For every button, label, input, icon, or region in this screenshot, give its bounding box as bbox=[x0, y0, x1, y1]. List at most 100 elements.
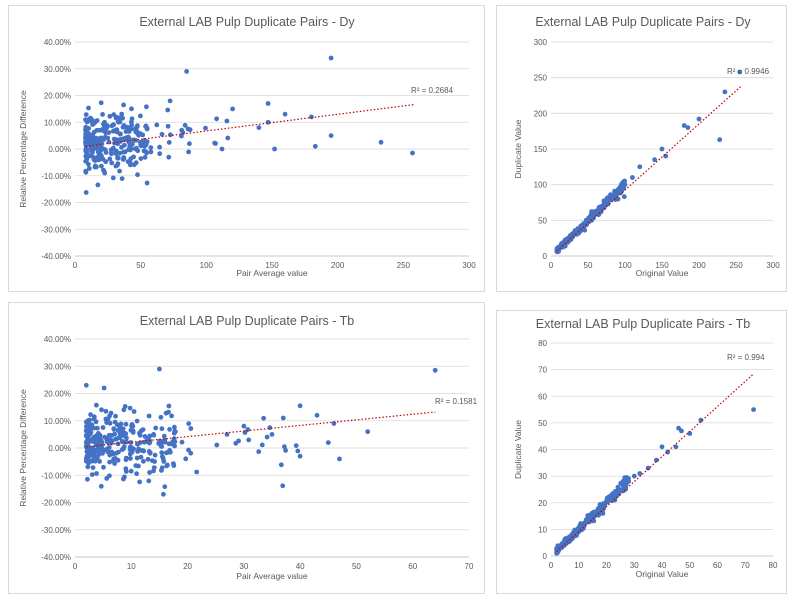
data-point bbox=[139, 448, 145, 454]
data-point bbox=[131, 154, 136, 160]
y-tick-label: 40 bbox=[538, 446, 547, 455]
x-tick-label: 250 bbox=[397, 261, 411, 270]
data-point bbox=[183, 456, 189, 462]
data-point bbox=[147, 470, 153, 475]
data-point bbox=[111, 136, 117, 142]
data-point bbox=[109, 123, 115, 129]
data-point bbox=[83, 169, 89, 175]
data-point bbox=[116, 155, 121, 161]
data-point bbox=[123, 129, 129, 134]
data-point bbox=[182, 122, 188, 128]
chart-dy-rpd: External LAB Pulp Duplicate Pairs - Dy 40… bbox=[18, 15, 476, 278]
data-point bbox=[278, 462, 284, 468]
data-point bbox=[165, 450, 171, 455]
data-point bbox=[309, 114, 314, 120]
data-point bbox=[122, 142, 127, 148]
data-point bbox=[325, 440, 331, 445]
data-point bbox=[110, 175, 116, 181]
data-point bbox=[365, 429, 371, 435]
data-point bbox=[105, 135, 111, 141]
data-point bbox=[103, 408, 109, 414]
data-point bbox=[88, 115, 93, 121]
data-point bbox=[224, 118, 230, 124]
data-point bbox=[85, 464, 91, 470]
data-point bbox=[167, 98, 173, 104]
data-point bbox=[582, 227, 588, 233]
data-point bbox=[161, 433, 167, 439]
data-point bbox=[185, 126, 191, 132]
chart-dy-xy: External LAB Pulp Duplicate Pairs - Dy 30… bbox=[513, 15, 780, 278]
data-point bbox=[696, 116, 702, 122]
data-point bbox=[83, 148, 89, 154]
data-point bbox=[123, 431, 129, 437]
data-point bbox=[337, 456, 342, 462]
data-point bbox=[282, 111, 288, 117]
x-axis-label: Original Value bbox=[636, 569, 689, 579]
data-point bbox=[93, 419, 99, 425]
data-point bbox=[165, 462, 170, 468]
data-point bbox=[158, 414, 164, 420]
data-point bbox=[698, 417, 704, 423]
y-tick-label: -10.00% bbox=[41, 471, 71, 480]
x-tick-label: 10 bbox=[127, 562, 136, 571]
chart-panel-dy-xy: External LAB Pulp Duplicate Pairs - Dy 30… bbox=[496, 5, 787, 292]
x-tick-label: 60 bbox=[408, 562, 417, 571]
data-point bbox=[86, 166, 92, 171]
data-point bbox=[109, 160, 115, 166]
data-point bbox=[120, 446, 126, 452]
data-point bbox=[328, 55, 334, 61]
data-point bbox=[652, 157, 657, 163]
data-point bbox=[297, 403, 303, 409]
data-point bbox=[631, 473, 637, 479]
data-point bbox=[108, 410, 114, 416]
data-point bbox=[591, 518, 597, 524]
data-point bbox=[654, 457, 659, 463]
y-axis-label: Duplicate Value bbox=[513, 420, 523, 479]
data-point bbox=[98, 100, 104, 106]
data-point bbox=[157, 144, 163, 150]
data-point bbox=[128, 141, 134, 147]
data-point bbox=[87, 417, 92, 423]
x-tick-label: 200 bbox=[331, 261, 345, 270]
y-tick-label: 60 bbox=[538, 392, 547, 401]
data-point bbox=[203, 125, 208, 131]
data-point bbox=[151, 465, 157, 470]
data-point bbox=[685, 125, 691, 130]
data-point bbox=[159, 426, 165, 432]
data-point bbox=[105, 416, 111, 422]
data-point bbox=[165, 107, 171, 113]
data-point bbox=[261, 415, 266, 421]
data-point bbox=[128, 468, 134, 474]
data-point bbox=[86, 425, 91, 431]
data-point bbox=[138, 142, 144, 148]
data-point bbox=[123, 421, 129, 427]
data-point bbox=[621, 480, 627, 485]
data-point bbox=[114, 436, 120, 441]
data-point bbox=[581, 523, 586, 529]
data-point bbox=[102, 434, 108, 440]
y-tick-label: 20.00% bbox=[44, 92, 71, 101]
x-tick-label: 0 bbox=[549, 561, 554, 570]
data-point bbox=[107, 452, 113, 458]
data-point bbox=[111, 112, 117, 117]
data-point bbox=[146, 478, 152, 484]
data-point bbox=[83, 190, 89, 195]
x-tick-label: 80 bbox=[769, 561, 778, 570]
data-point bbox=[179, 439, 185, 445]
data-point bbox=[117, 425, 123, 430]
y-tick-label: 70 bbox=[538, 366, 547, 375]
data-point bbox=[293, 443, 299, 448]
data-point bbox=[122, 149, 128, 155]
data-point bbox=[129, 116, 135, 122]
data-point bbox=[378, 139, 384, 145]
data-point bbox=[659, 444, 665, 450]
data-point bbox=[184, 69, 190, 74]
data-point bbox=[134, 455, 140, 461]
data-point bbox=[272, 146, 277, 152]
data-point bbox=[607, 197, 612, 203]
r-squared-label: R² = 0.1581 bbox=[435, 397, 478, 406]
data-point bbox=[567, 535, 573, 540]
x-tick-label: 50 bbox=[685, 561, 694, 570]
data-point bbox=[111, 426, 117, 431]
data-point bbox=[97, 459, 102, 464]
